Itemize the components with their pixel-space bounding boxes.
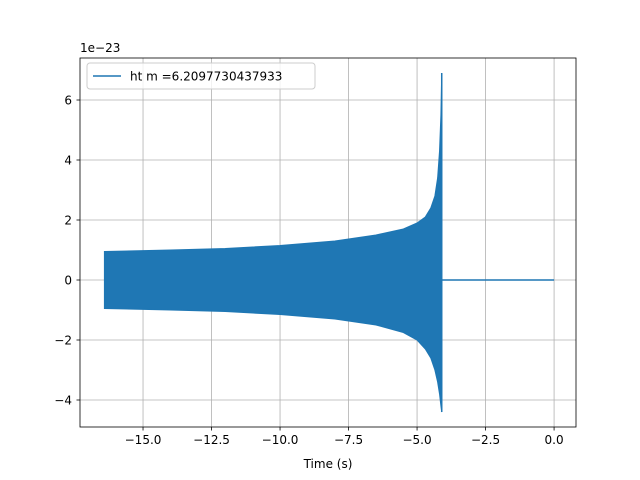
- x-axis-label: Time (s): [303, 457, 353, 471]
- legend-box: [86, 62, 316, 90]
- x-tick-label: −5.0: [402, 433, 431, 447]
- y-scale-label: 1e−23: [80, 41, 120, 55]
- y-tick-label: −2: [54, 334, 72, 348]
- x-axis: −15.0 −12.5 −10.0 −7.5 −5.0 −2.5 0.0: [125, 427, 564, 447]
- plot-area: [103, 72, 555, 413]
- x-tick-label: −15.0: [125, 433, 162, 447]
- x-tick-label: −7.5: [334, 433, 363, 447]
- y-tick-label: 6: [64, 94, 72, 108]
- x-tick-label: −12.5: [193, 433, 230, 447]
- axes-frame: [79, 57, 577, 428]
- y-tick-label: −4: [54, 394, 72, 408]
- x-tick-label: −10.0: [262, 433, 299, 447]
- x-tick-label: 0.0: [545, 433, 564, 447]
- y-tick-label: 2: [64, 214, 72, 228]
- y-tick-label: 0: [64, 274, 72, 288]
- x-tick-label: −2.5: [471, 433, 500, 447]
- legend-label: ht m =6.2097730437933: [130, 70, 282, 84]
- y-axis: −4 −2 0 2 4 6: [54, 94, 80, 408]
- legend: ht m =6.2097730437933: [86, 62, 316, 90]
- y-tick-label: 4: [64, 154, 72, 168]
